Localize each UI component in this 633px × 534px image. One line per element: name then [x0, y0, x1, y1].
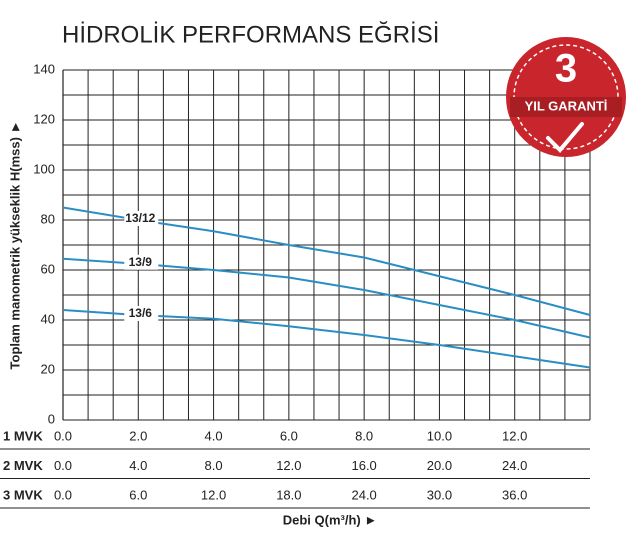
chart-title: HİDROLİK PERFORMANS EĞRİSİ [62, 21, 439, 48]
x-axis-label: Debi Q(m³/h) ► [283, 512, 377, 527]
x-axis-name: 1 MVK [3, 428, 43, 443]
x-tick-label: 20.0 [427, 458, 452, 473]
x-tick-label: 24.0 [502, 458, 527, 473]
y-tick-label: 100 [33, 161, 55, 176]
badge-check [546, 122, 584, 153]
x-tick-label: 6.0 [129, 487, 147, 502]
x-tick-label: 24.0 [351, 487, 376, 502]
y-tick-label: 80 [41, 211, 55, 226]
y-tick-label: 40 [41, 311, 55, 326]
y-tick-label: 20 [41, 361, 55, 376]
x-tick-label: 8.0 [355, 428, 373, 443]
curve-label-bg [124, 306, 159, 321]
y-tick-label: 60 [41, 261, 55, 276]
x-tick-label: 0.0 [54, 458, 72, 473]
badge-number: 3 [555, 47, 577, 91]
x-axis-name: 3 MVK [3, 487, 43, 502]
curve-label-bg [124, 254, 159, 270]
curve-label-bg [124, 211, 159, 226]
curve-label: 13/9 [129, 255, 153, 269]
y-tick-label: 0 [48, 411, 55, 426]
x-tick-label: 16.0 [351, 458, 376, 473]
y-tick-label: 120 [33, 111, 55, 126]
x-axis-name: 2 MVK [3, 458, 43, 473]
y-tick-label: 140 [33, 61, 55, 76]
x-tick-label: 4.0 [205, 428, 223, 443]
badge-band [510, 97, 622, 117]
curve [62, 257, 591, 339]
x-tick-label: 10.0 [427, 428, 452, 443]
x-tick-label: 2.0 [129, 428, 147, 443]
x-tick-label: 0.0 [54, 487, 72, 502]
badge: 3 YIL GARANTİ [506, 37, 626, 157]
x-tick-label: 12.0 [201, 487, 226, 502]
curve-label: 13/12 [125, 211, 155, 225]
x-tick-label: 6.0 [280, 428, 298, 443]
y-axis-label: Toplam manometrik yükseklik H(mss) ► [7, 121, 22, 370]
x-tick-label: 36.0 [502, 487, 527, 502]
x-tick-label: 0.0 [54, 428, 72, 443]
x-tick-label: 12.0 [276, 458, 301, 473]
x-tick-label: 4.0 [129, 458, 147, 473]
x-tick-label: 8.0 [205, 458, 223, 473]
curve-label: 13/6 [129, 306, 153, 320]
x-tick-label: 18.0 [276, 487, 301, 502]
x-tick-label: 12.0 [502, 428, 527, 443]
badge-text: YIL GARANTİ [525, 98, 608, 113]
x-tick-label: 30.0 [427, 487, 452, 502]
